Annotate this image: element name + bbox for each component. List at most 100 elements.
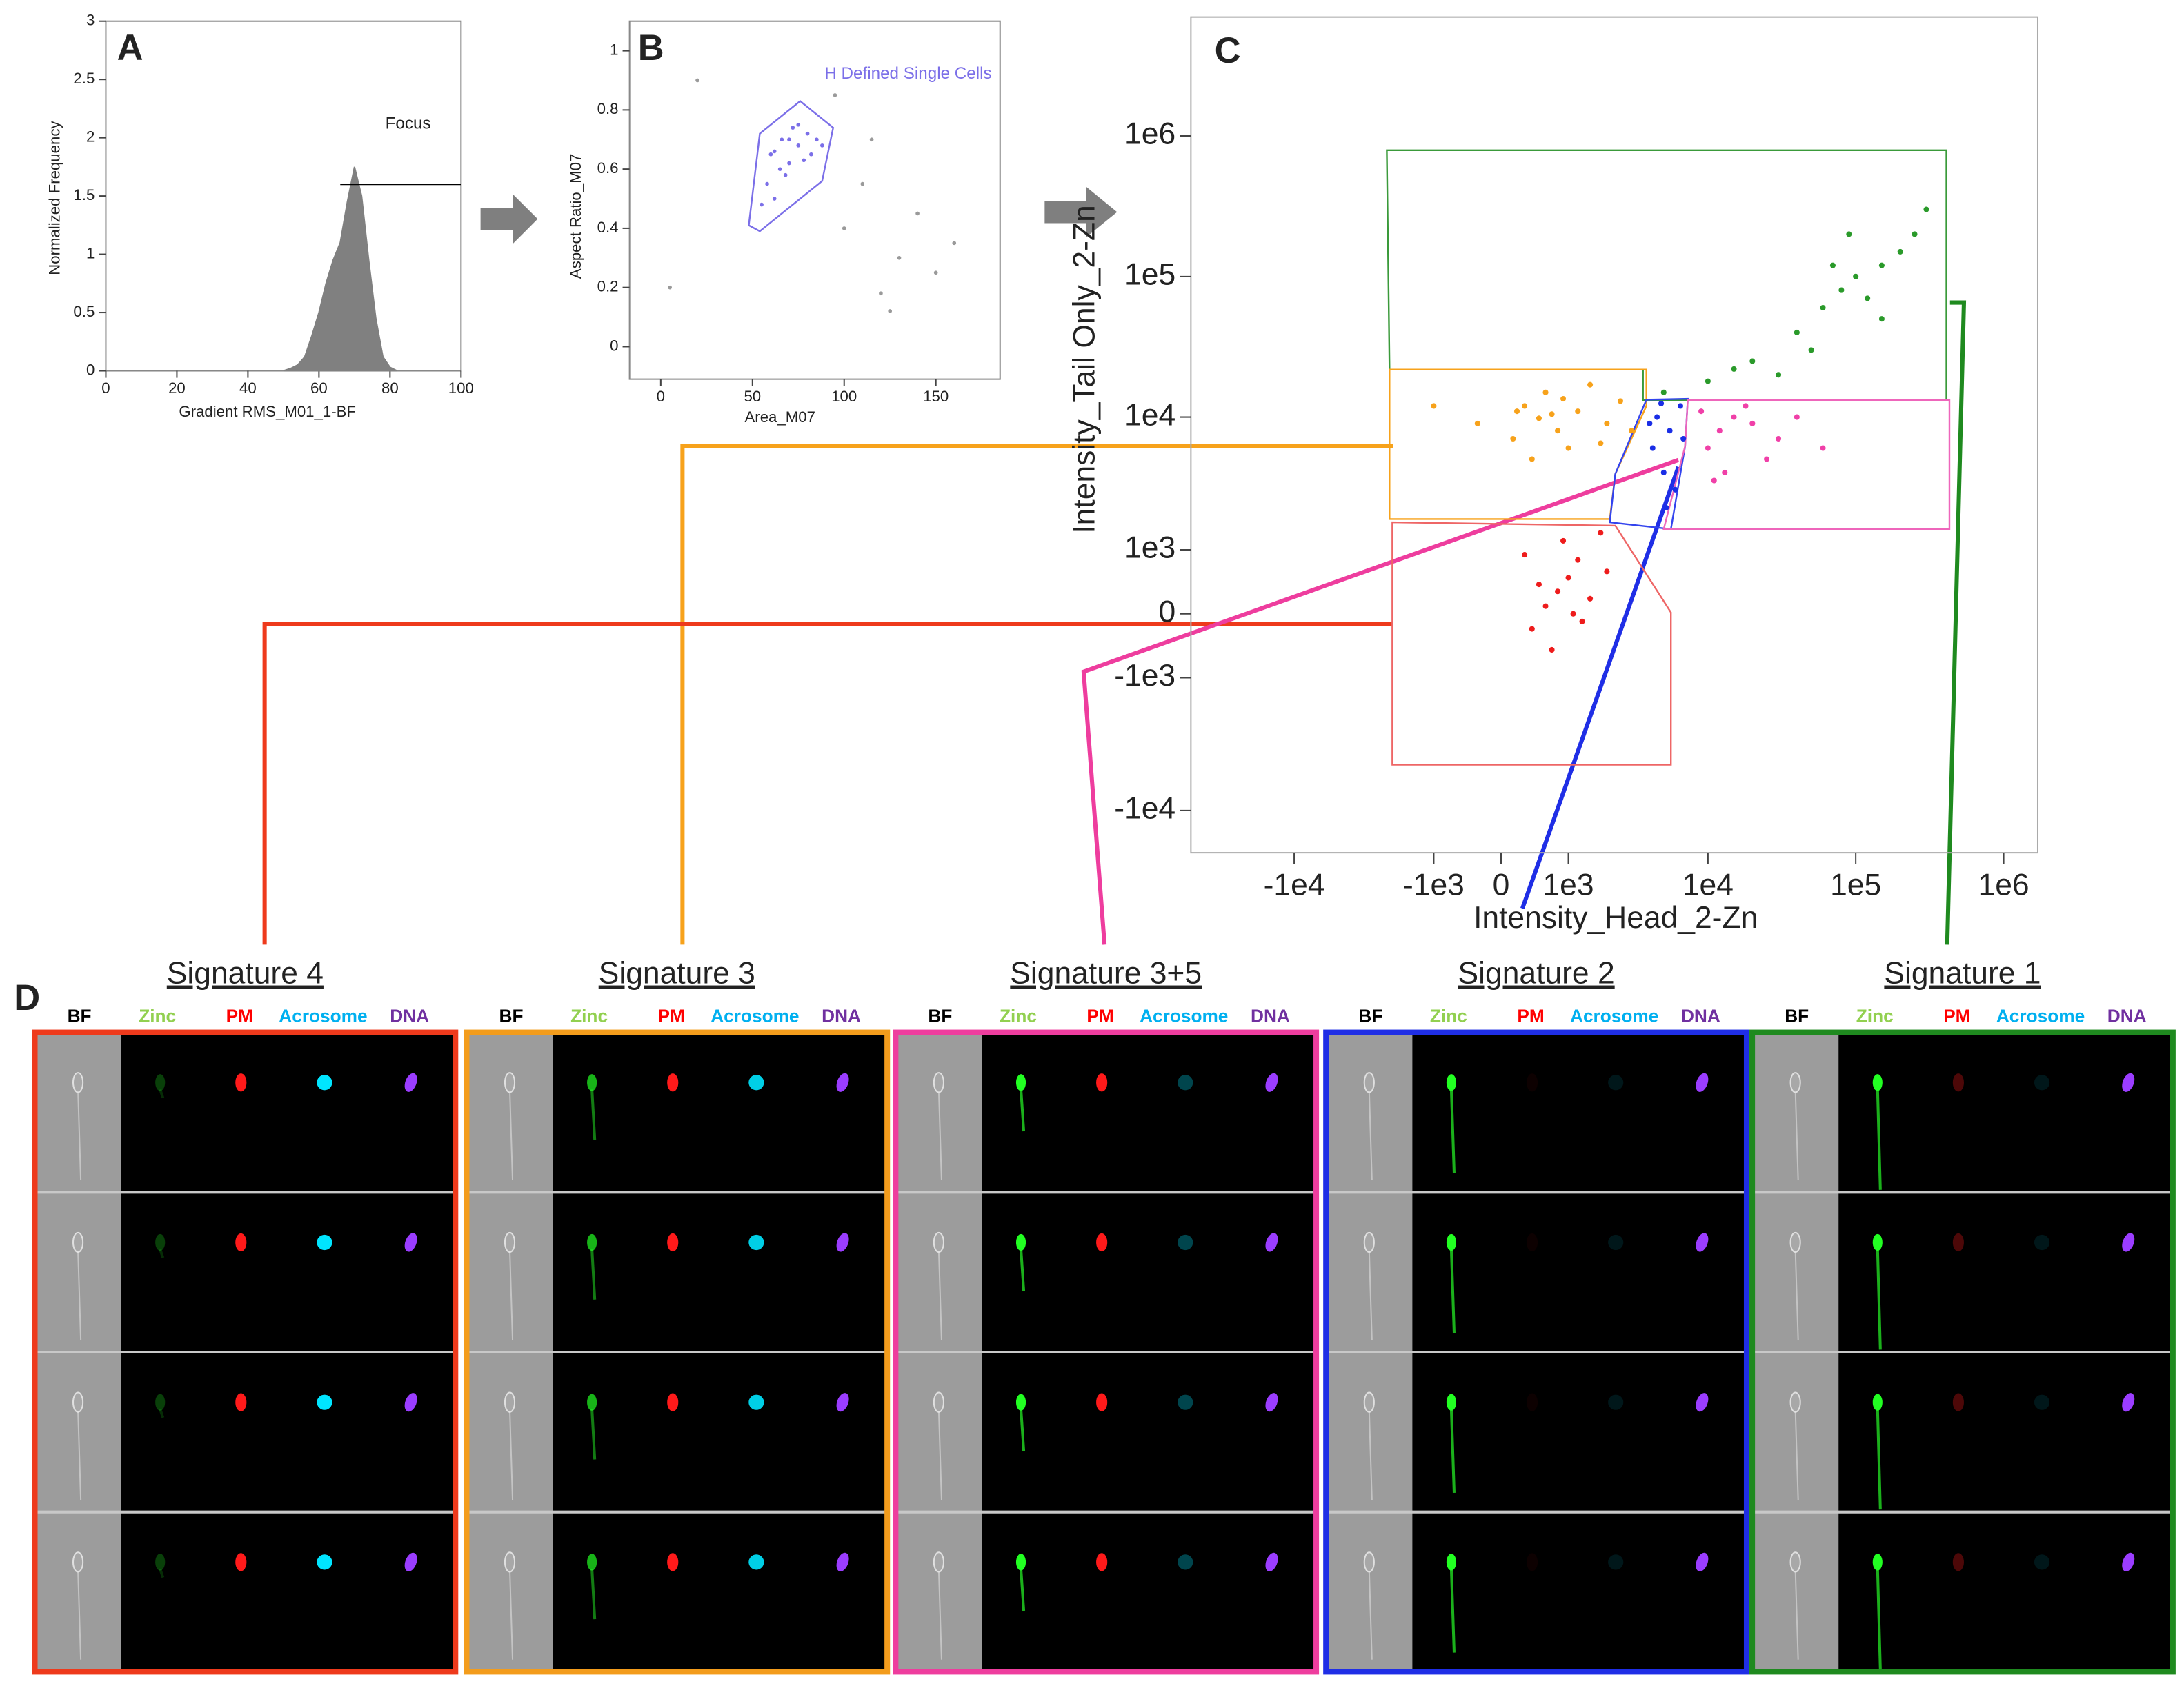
bf-cell [72, 1551, 84, 1573]
pm-cell [1526, 1393, 1538, 1411]
y-axis-label: Normalized Frequency [46, 121, 63, 275]
scatter-point [1878, 262, 1885, 268]
pm-cell [667, 1073, 679, 1092]
zinc-tail [1020, 1409, 1026, 1451]
zinc-tail [1020, 1089, 1026, 1132]
channel-label: Zinc [1000, 1005, 1037, 1026]
scatter-point [1560, 537, 1567, 544]
zinc-tail [159, 1249, 165, 1258]
acrosome-cell [748, 1075, 764, 1091]
scatter-point [809, 152, 813, 157]
scatter-point [1604, 568, 1610, 575]
bf-cell [933, 1231, 944, 1253]
scatter-point [1897, 248, 1903, 255]
bf-tail [1794, 1570, 1799, 1660]
signature-frame [32, 1029, 459, 1675]
zinc-tail [590, 1089, 597, 1140]
pm-cell [667, 1233, 679, 1252]
bf-cell [933, 1391, 944, 1413]
y-tick-label: 0.8 [597, 100, 619, 117]
dna-cell [836, 1393, 849, 1412]
scatter-point [760, 202, 764, 207]
scatter-point [791, 126, 795, 130]
scatter-point [695, 78, 699, 83]
acrosome-cell [317, 1554, 332, 1570]
bf-tail [77, 1410, 82, 1500]
scatter-point [815, 137, 819, 142]
channel-label: Acrosome [1996, 1005, 2085, 1026]
scatter-point [1838, 287, 1845, 293]
x-tick-label: 50 [744, 388, 761, 405]
pm-cell [1952, 1553, 1964, 1571]
panel-label: D [14, 978, 40, 1018]
x-tick-label: 1e3 [1542, 868, 1594, 902]
y-tick-label: 1e4 [1124, 398, 1175, 432]
scatter-point [1522, 403, 1528, 409]
scatter-point [1663, 504, 1669, 511]
bf-cell [504, 1551, 516, 1573]
scatter-point [1529, 626, 1535, 632]
dna-cell [2122, 1552, 2135, 1571]
scatter-point [1912, 231, 1918, 237]
pm-cell [1096, 1233, 1108, 1252]
channel-label: BF [1358, 1005, 1382, 1026]
acrosome-cell [1608, 1234, 1624, 1251]
zinc-cell [1015, 1074, 1026, 1091]
channel-label: DNA [1251, 1005, 1290, 1026]
y-tick-label: 1 [610, 41, 618, 58]
scatter-point [1579, 618, 1585, 624]
scatter-point [952, 241, 957, 246]
y-axis-label: Intensity_Tail Only_2-Zn [1068, 205, 1102, 533]
histogram-area [283, 166, 398, 372]
dna-cell [1696, 1552, 1709, 1571]
gate [1609, 397, 1689, 530]
zinc-cell [1446, 1233, 1457, 1251]
signature-title: Signature 3+5 [1010, 957, 1202, 991]
zinc-cell [1015, 1394, 1026, 1411]
x-tick-label: 100 [448, 379, 474, 397]
scatter-point [1776, 435, 1782, 442]
x-tick-label: 1e5 [1830, 868, 1881, 902]
x-tick-label: 80 [381, 379, 399, 397]
scatter-point [933, 270, 938, 275]
scatter-point [1716, 428, 1723, 434]
scatter-point [1587, 595, 1594, 602]
y-tick-label: 2 [86, 128, 95, 146]
scatter-point [1731, 414, 1737, 420]
scatter-point [1865, 295, 1871, 301]
acrosome-cell [1178, 1234, 1193, 1251]
zinc-tail [159, 1409, 165, 1418]
scatter-point [1598, 530, 1604, 536]
x-axis-label: Area_M07 [744, 408, 815, 426]
y-tick-label: 3 [86, 12, 95, 29]
pm-cell [1952, 1393, 1964, 1411]
x-tick-label: 0 [1493, 868, 1510, 902]
scatter-point [1555, 428, 1561, 434]
dna-cell [1265, 1393, 1278, 1412]
scatter-point [1923, 206, 1929, 212]
x-axis-label: Gradient RMS_M01_1-BF [179, 403, 356, 420]
scatter-point [1604, 420, 1610, 426]
y-tick-label: 0.2 [597, 278, 619, 295]
zinc-cell [1446, 1074, 1457, 1091]
scatter-point [1542, 603, 1549, 609]
bf-tail [77, 1091, 82, 1180]
channel-label: Acrosome [279, 1005, 367, 1026]
connector-green [1945, 300, 1967, 945]
scatter-point [1731, 366, 1737, 372]
bf-tail [937, 1410, 942, 1500]
signature-title: Signature 3 [599, 957, 755, 991]
channel-label: PM [1086, 1005, 1113, 1026]
acrosome-cell [1608, 1554, 1624, 1570]
acrosome-cell [2034, 1234, 2050, 1251]
connector-blue [1520, 466, 1680, 909]
pm-cell [1096, 1073, 1108, 1092]
scatter-point [1598, 440, 1604, 446]
zinc-tail [1449, 1409, 1456, 1493]
scatter-point [1677, 403, 1684, 409]
gate-label: H Defined Single Cells [824, 64, 991, 83]
scatter-point [802, 158, 806, 163]
y-tick-label: 0.6 [597, 159, 619, 177]
channel-label: DNA [2107, 1005, 2147, 1026]
zinc-tail [1449, 1249, 1456, 1333]
